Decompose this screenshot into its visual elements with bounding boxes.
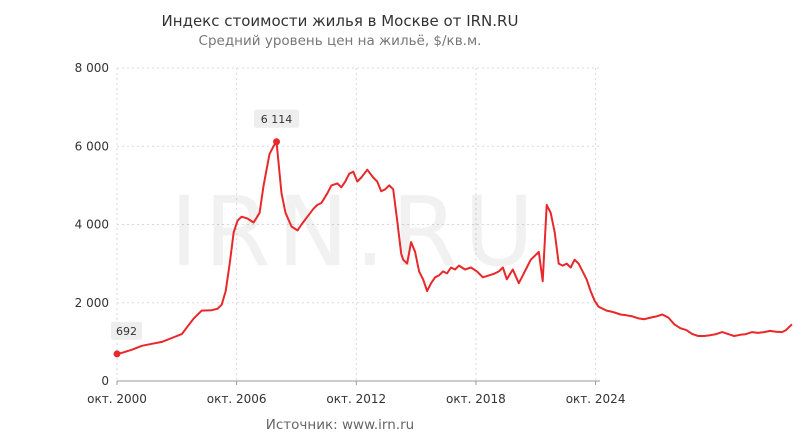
annotation-label: 6 114 (261, 113, 293, 126)
x-tick-label: окт. 2000 (87, 392, 147, 406)
y-tick-label: 8 000 (75, 61, 109, 75)
watermark-text: IRN.RU (170, 176, 540, 288)
x-tick-label: окт. 2006 (207, 392, 267, 406)
annotation-marker (273, 138, 281, 146)
series-line (116, 140, 793, 355)
y-tick-label: 0 (101, 374, 109, 388)
x-tick-label: окт. 2018 (446, 392, 506, 406)
y-tick-label: 6 000 (75, 139, 109, 153)
x-tick-label: окт. 2012 (326, 392, 386, 406)
x-tick-label: окт. 2024 (566, 392, 626, 406)
chart-title: Индекс стоимости жилья в Москве от IRN.R… (161, 12, 519, 30)
y-tick-label: 2 000 (75, 296, 109, 310)
source-note: Источник: www.irn.ru (265, 417, 415, 433)
annotation-label: 692 (116, 325, 137, 338)
annotation-label-box (254, 109, 300, 128)
annotation-label-box (111, 321, 142, 340)
y-tick-label: 4 000 (75, 218, 109, 232)
annotation-marker (113, 350, 121, 358)
chart-subtitle: Средний уровень цен на жильё, $/кв.м. (198, 33, 482, 49)
